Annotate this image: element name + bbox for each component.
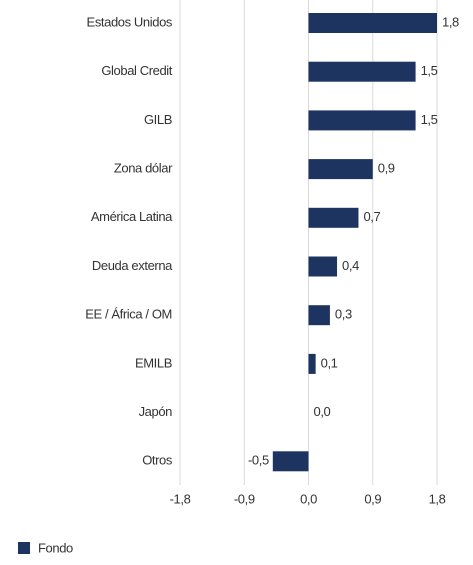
y-tick-label: Japón: [139, 404, 173, 419]
y-tick-label: Zona dólar: [114, 161, 173, 176]
x-tick-label: 1,8: [429, 491, 446, 506]
bar: [308, 256, 338, 277]
y-tick-label: Otros: [142, 453, 173, 468]
data-label: 0,7: [363, 209, 380, 224]
x-tick-label: -1,8: [170, 491, 191, 506]
bar: [308, 61, 416, 82]
legend-label: Fondo: [38, 540, 73, 555]
legend-swatch: [18, 542, 30, 554]
data-label: 1,8: [442, 14, 459, 29]
x-tick-label: -0,9: [234, 491, 255, 506]
data-label: 1,5: [421, 63, 438, 78]
data-label: 0,1: [321, 355, 338, 370]
y-tick-label: GILB: [144, 112, 172, 127]
bar: [308, 159, 373, 180]
y-tick-label: EMILB: [135, 355, 172, 370]
data-label: 0,4: [342, 258, 359, 273]
x-tick-label: 0,0: [300, 491, 317, 506]
x-tick-label: 0,9: [364, 491, 381, 506]
y-tick-label: EE / África / OM: [85, 307, 172, 322]
data-label: 0,0: [314, 404, 331, 419]
y-tick-label: Deuda externa: [92, 258, 173, 273]
bar: [308, 353, 316, 374]
data-label: -0,5: [248, 453, 269, 468]
y-tick-label: Estados Unidos: [87, 14, 173, 29]
bar: [308, 110, 416, 131]
bar: [308, 305, 330, 326]
y-tick-label: América Latina: [91, 209, 173, 224]
bar: [308, 207, 359, 228]
bar: [308, 13, 437, 33]
data-label: 0,3: [335, 307, 352, 322]
y-tick-label: Global Credit: [101, 63, 172, 78]
data-label: 1,5: [421, 112, 438, 127]
data-label: 0,9: [378, 161, 395, 176]
bar: [272, 451, 309, 472]
